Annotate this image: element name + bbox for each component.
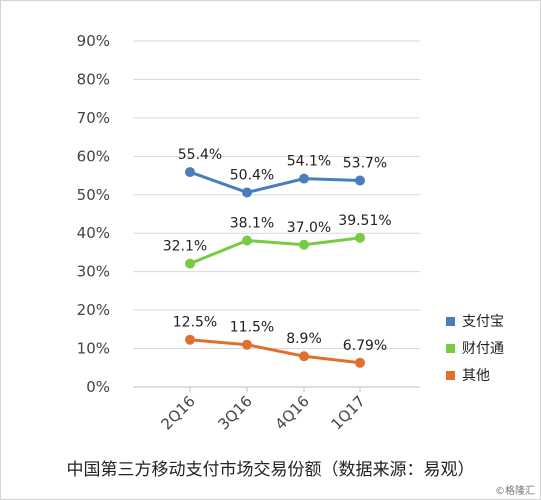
data-label: 12.5%	[173, 315, 217, 331]
data-label: 39.51%	[338, 213, 391, 229]
data-point	[355, 357, 365, 368]
series-line	[189, 236, 361, 265]
data-label: 32.1%	[163, 239, 207, 255]
x-tick-label: 3Q16	[215, 392, 256, 433]
data-label: 50.4%	[230, 167, 274, 183]
data-label: 53.7%	[343, 156, 387, 172]
data-point	[185, 258, 195, 269]
chart-caption: 中国第三方移动支付市场交易份额（数据来源：易观）	[66, 460, 475, 480]
legend-label: 其他	[462, 368, 490, 384]
y-tick-label: 20%	[77, 301, 110, 319]
data-label: 37.0%	[287, 220, 331, 236]
data-point	[242, 187, 252, 198]
y-tick-label: 40%	[77, 224, 110, 242]
data-label: 38.1%	[230, 216, 274, 232]
legend-swatch	[446, 371, 455, 380]
y-tick-label: 0%	[86, 378, 110, 396]
data-point	[242, 235, 252, 246]
data-label: 55.4%	[178, 147, 222, 163]
x-tick-label: 1Q17	[328, 392, 369, 433]
data-point	[299, 351, 309, 362]
data-point	[355, 232, 365, 243]
y-tick-label: 80%	[77, 70, 110, 88]
data-point	[242, 339, 252, 350]
data-label: 54.1%	[287, 154, 331, 170]
y-tick-label: 10%	[77, 340, 110, 358]
series-line	[189, 170, 361, 194]
legend-label: 支付宝	[462, 314, 504, 330]
y-tick-label: 90%	[77, 32, 110, 50]
legend-swatch	[446, 344, 455, 353]
data-label: 8.9%	[286, 331, 322, 347]
gridlines	[133, 40, 420, 392]
data-label: 11.5%	[230, 320, 274, 336]
x-tick-label: 4Q16	[272, 392, 313, 433]
y-tick-label: 30%	[77, 263, 110, 281]
watermark: ©格隆汇	[495, 486, 535, 497]
x-tick-label: 2Q16	[158, 392, 199, 433]
series-line	[189, 338, 361, 365]
y-tick-label: 60%	[77, 147, 110, 165]
x-axis-ticks: 2Q16 3Q16 4Q16 1Q17	[158, 392, 369, 433]
y-axis-ticks: 0% 10% 20% 30% 40% 50% 60% 70% 80% 90%	[77, 32, 110, 396]
data-point	[185, 334, 195, 345]
legend-label: 财付通	[462, 341, 504, 357]
data-point	[185, 167, 195, 178]
data-point	[355, 175, 365, 186]
data-labels: 55.4% 50.4% 54.1% 53.7% 32.1% 38.1% 37.0% 39.51…	[163, 147, 392, 354]
legend-swatch	[446, 317, 455, 326]
y-tick-label: 50%	[77, 186, 110, 204]
data-point	[299, 173, 309, 184]
y-tick-label: 70%	[77, 109, 110, 127]
data-point	[299, 239, 309, 250]
series-lines	[185, 167, 365, 368]
data-label: 6.79%	[343, 338, 387, 354]
